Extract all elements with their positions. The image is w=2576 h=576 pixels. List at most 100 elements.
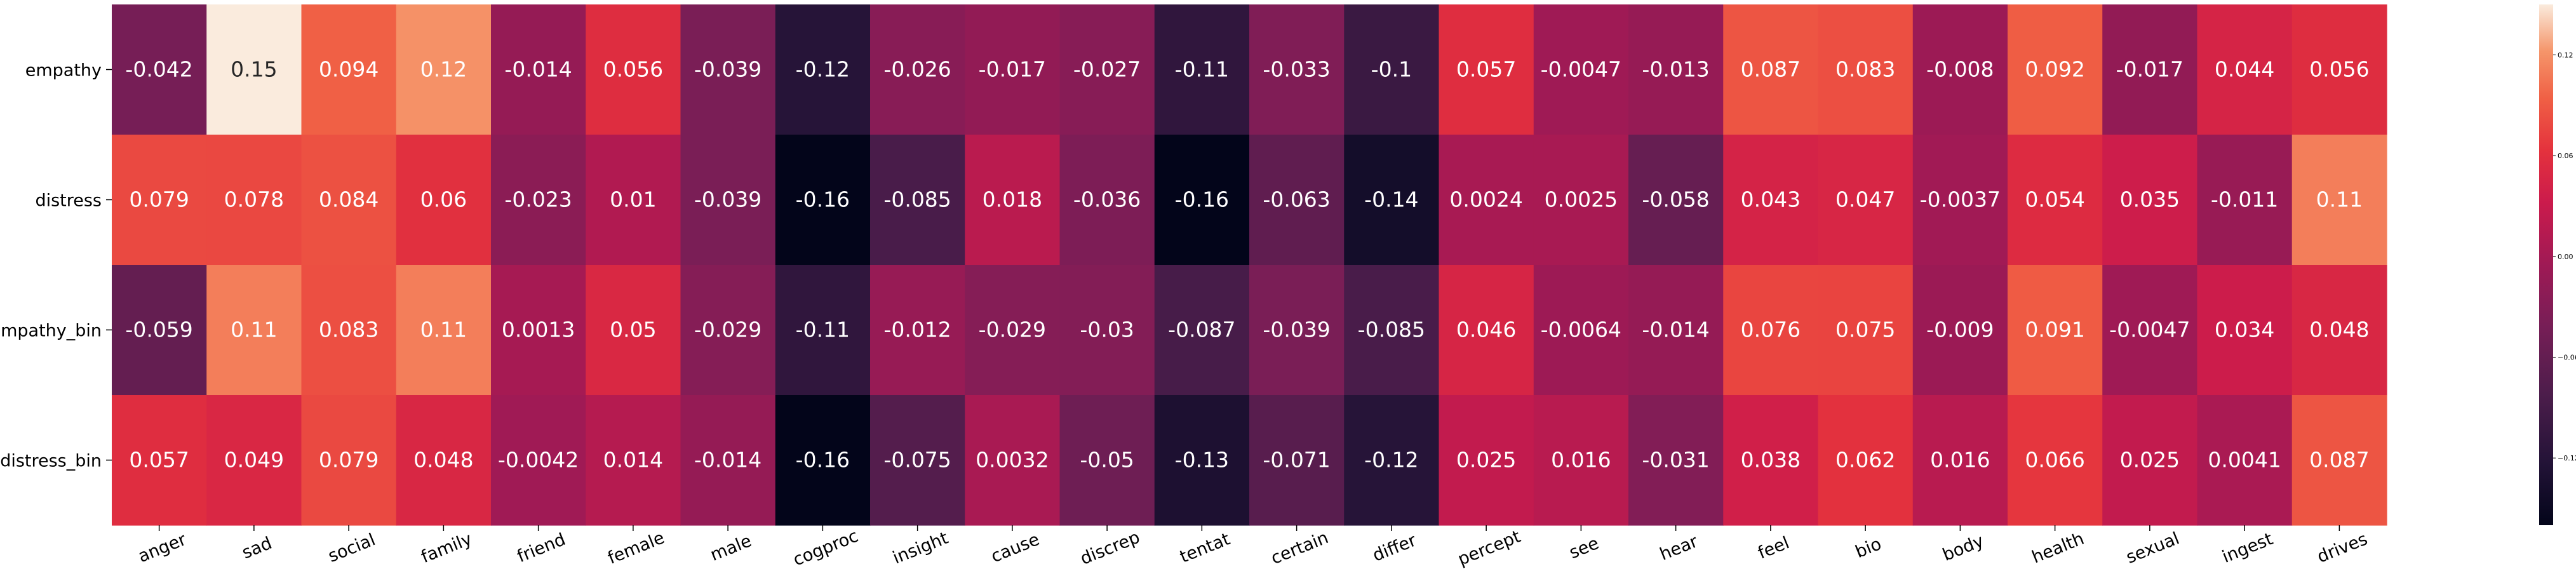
heatmap-cell (965, 4, 1061, 135)
heatmap-cell (586, 395, 681, 526)
cell-value-label: -0.059 (125, 318, 192, 342)
heatmap-cell (1059, 135, 1155, 265)
cell-value-label: -0.017 (979, 57, 1046, 82)
row-label: distress (35, 191, 102, 211)
cell-value-label: 0.044 (2215, 57, 2274, 82)
cell-value-label: 0.094 (319, 57, 379, 82)
heatmap-cell (396, 395, 492, 526)
heatmap-cell (112, 265, 207, 396)
heatmap-cell (680, 4, 776, 135)
cell-value-label: -0.039 (694, 57, 761, 82)
cell-value-label: 0.11 (420, 318, 467, 342)
cell-value-label: -0.023 (504, 187, 572, 212)
column-label: discrep (1078, 527, 1143, 568)
heatmap-cell (1154, 265, 1250, 396)
heatmap-cell (1059, 4, 1155, 135)
cell-value-label: -0.11 (796, 318, 850, 342)
cell-value-label: 0.038 (1741, 448, 1801, 472)
cell-value-label: -0.16 (1175, 187, 1229, 212)
cell-value-label: -0.026 (883, 57, 951, 82)
cell-value-label: -0.058 (1642, 187, 1709, 212)
heatmap-cell (2102, 135, 2198, 265)
cell-value-label: 0.043 (1741, 187, 1801, 212)
cell-value-label: 0.047 (1835, 187, 1895, 212)
heatmap-cell (1439, 395, 1534, 526)
heatmap-cell (1723, 4, 1819, 135)
heatmap-cell (301, 135, 397, 265)
cell-value-label: -0.013 (1642, 57, 1709, 82)
heatmap-cell (112, 4, 207, 135)
heatmap-cell (1628, 4, 1724, 135)
heatmap-cell (870, 135, 965, 265)
cell-value-label: 0.091 (2025, 318, 2084, 342)
heatmap-cell (586, 265, 681, 396)
cell-value-label: 0.048 (2309, 318, 2369, 342)
column-label: drives (2314, 529, 2370, 567)
heatmap-cell (1912, 265, 2008, 396)
row-label: distress_bin (0, 452, 102, 471)
cell-value-label: 0.11 (2316, 187, 2363, 212)
cell-value-label: 0.057 (129, 448, 189, 472)
cell-value-label: 0.025 (1456, 448, 1516, 472)
column-label: health (2029, 529, 2087, 568)
heatmap-cell (1344, 265, 1440, 396)
cell-value-label: -0.085 (1358, 318, 1425, 342)
cell-value-label: 0.0025 (1545, 187, 1618, 212)
cell-value-label: -0.12 (796, 57, 850, 82)
cell-value-label: 0.06 (420, 187, 467, 212)
colorbar-tick-label: 0.12 (2558, 51, 2573, 59)
heatmap-cell (680, 135, 776, 265)
heatmap-cell (775, 4, 871, 135)
cell-value-label: 0.01 (610, 187, 656, 212)
cell-value-label: -0.16 (796, 448, 850, 472)
column-label: ingest (2220, 529, 2276, 567)
cell-value-label: -0.029 (694, 318, 761, 342)
cell-value-label: 0.087 (2309, 448, 2369, 472)
heatmap-cell (491, 395, 586, 526)
cell-value-label: 0.05 (610, 318, 656, 342)
heatmap-cell (1533, 4, 1629, 135)
cell-value-label: -0.03 (1080, 318, 1134, 342)
heatmap-cell (680, 395, 776, 526)
cell-value-label: -0.027 (1073, 57, 1141, 82)
heatmap-cell (301, 4, 397, 135)
heatmap-cell (1249, 265, 1345, 396)
heatmap-cell (491, 135, 586, 265)
heatmap-cell (1249, 135, 1345, 265)
heatmap-cell (1912, 4, 2008, 135)
cell-value-label: 0.0013 (502, 318, 575, 342)
heatmap-cell (1439, 135, 1534, 265)
heatmap-cell (2102, 4, 2198, 135)
heatmap-cell (1154, 4, 1250, 135)
cell-value-label: -0.071 (1263, 448, 1330, 472)
cell-value-label: -0.012 (883, 318, 951, 342)
cell-value-label: 0.15 (231, 57, 277, 82)
cell-value-label: -0.0064 (1541, 318, 1621, 342)
column-label: social (325, 530, 378, 566)
cell-value-label: -0.0047 (1541, 57, 1621, 82)
cell-value-label: 0.062 (1835, 448, 1895, 472)
column-label: percept (1455, 526, 1524, 569)
heatmap-cell (2291, 4, 2387, 135)
cell-value-label: -0.014 (1642, 318, 1709, 342)
colorbar: 0.12 0.06 0.00 −0.06 −0.12 (2539, 4, 2576, 525)
heatmap-cell (2197, 135, 2293, 265)
cell-value-label: -0.05 (1080, 448, 1134, 472)
cell-value-label: -0.12 (1364, 448, 1418, 472)
column-label: cause (988, 530, 1042, 566)
cell-value-label: 0.092 (2025, 57, 2084, 82)
heatmap-cell (1912, 135, 2008, 265)
heatmap-cell (206, 135, 302, 265)
cell-value-label: -0.042 (125, 57, 192, 82)
cell-value-label: 0.066 (2025, 448, 2084, 472)
heatmap-cell (775, 135, 871, 265)
heatmap-cell (586, 135, 681, 265)
heatmap-cell (1818, 135, 1914, 265)
heatmap-cell (206, 395, 302, 526)
cell-value-label: -0.0042 (498, 448, 579, 472)
heatmap-cell (1533, 265, 1629, 396)
heatmap-cell (1059, 265, 1155, 396)
heatmap-cell (2102, 395, 2198, 526)
heatmap-cell (1912, 395, 2008, 526)
cell-value-label: 0.087 (1741, 57, 1801, 82)
